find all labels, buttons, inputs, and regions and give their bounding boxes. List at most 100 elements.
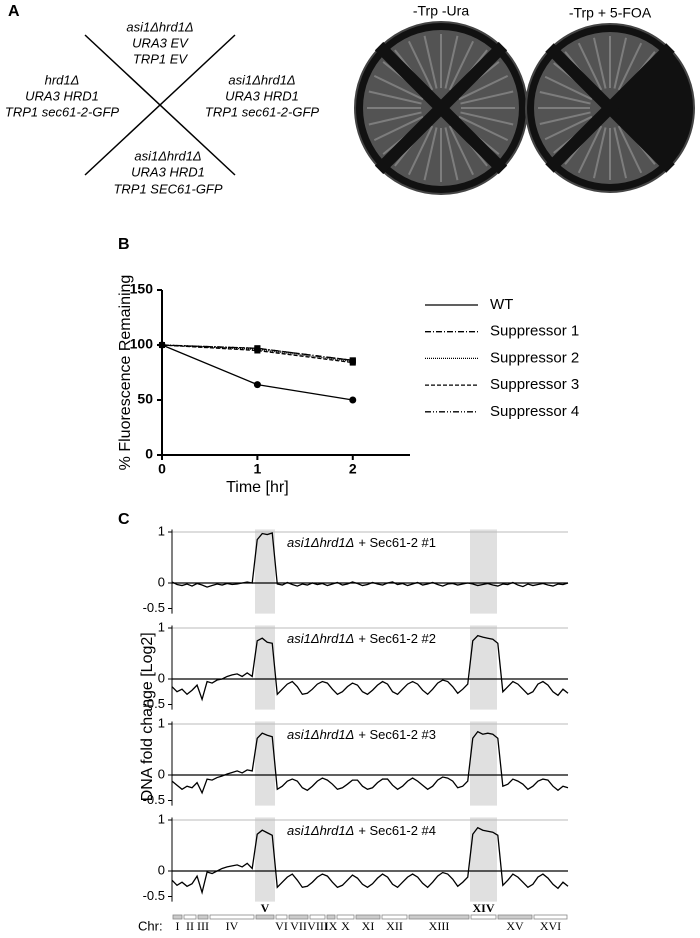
streak bbox=[593, 37, 607, 89]
streak bbox=[458, 115, 509, 142]
plate-title: -Trp + 5-FOA bbox=[569, 5, 652, 21]
sample-label: + Sec61-2 #2 bbox=[358, 631, 436, 646]
legend-label: Suppressor 2 bbox=[490, 349, 579, 366]
genotype: TRP1 EV bbox=[133, 51, 189, 66]
genotype: TRP1 SEC61-GFP bbox=[113, 181, 222, 196]
y-tick-label: -0.5 bbox=[143, 696, 165, 711]
streak bbox=[613, 127, 627, 179]
sample-label: + Sec61-2 #1 bbox=[358, 535, 436, 550]
streak bbox=[460, 90, 514, 105]
highlight bbox=[255, 529, 275, 614]
y-tick-label: 0 bbox=[158, 766, 165, 781]
genotype: asi1Δhrd1Δ bbox=[287, 631, 354, 646]
chromosome bbox=[381, 914, 408, 920]
chromosome bbox=[533, 914, 568, 920]
chromosome bbox=[275, 914, 288, 920]
chromosome bbox=[288, 914, 309, 920]
streak bbox=[539, 111, 591, 125]
y-tick-label: 0 bbox=[158, 574, 165, 589]
chr-prefix: Chr: bbox=[138, 918, 163, 933]
highlight bbox=[470, 529, 497, 614]
x-tick-label: 2 bbox=[349, 461, 357, 477]
track-title: asi1Δhrd1Δ + Sec61-2 #4 bbox=[287, 823, 436, 838]
y-tick-label: -0.5 bbox=[143, 792, 165, 807]
chromosome bbox=[336, 914, 355, 920]
y-tick-label: 0 bbox=[158, 670, 165, 685]
streak bbox=[373, 74, 424, 101]
chromosome-label: XVI bbox=[540, 919, 561, 933]
streak bbox=[577, 125, 603, 174]
genotype: asi1Δhrd1Δ bbox=[287, 823, 354, 838]
y-axis-label: % Fluorescence Remaining bbox=[117, 275, 134, 471]
chromosome-label: III bbox=[197, 919, 209, 933]
streak bbox=[423, 127, 438, 181]
panel-label: A bbox=[8, 3, 20, 20]
chromosome-label: VII bbox=[290, 919, 307, 933]
streak bbox=[448, 40, 475, 91]
y-tick-label: -0.5 bbox=[143, 600, 165, 615]
chromosome bbox=[255, 914, 275, 920]
chromosome bbox=[309, 914, 326, 920]
panel-label: C bbox=[118, 511, 130, 528]
streak bbox=[577, 42, 603, 91]
y-tick-label: 0 bbox=[158, 862, 165, 877]
genotype: URA3 HRD1 bbox=[25, 88, 99, 103]
chromosome bbox=[183, 914, 197, 920]
chromosome-label: XII bbox=[386, 919, 403, 933]
y-tick-label: 0 bbox=[145, 446, 153, 462]
point bbox=[349, 357, 356, 364]
chromosome-label: V bbox=[261, 901, 270, 915]
streak bbox=[539, 91, 591, 105]
legend-label: Suppressor 3 bbox=[490, 376, 579, 393]
chromosome-label: XIII bbox=[429, 919, 450, 933]
highlight bbox=[255, 625, 275, 710]
y-tick-label: 1 bbox=[158, 523, 165, 538]
chromosome bbox=[197, 914, 209, 920]
track-line bbox=[171, 634, 569, 702]
streak bbox=[407, 125, 434, 176]
track-title: asi1Δhrd1Δ + Sec61-2 #3 bbox=[287, 727, 436, 742]
streak bbox=[407, 40, 434, 91]
streak bbox=[593, 127, 607, 179]
chromosome-label: II bbox=[186, 919, 194, 933]
genotype: hrd1Δ bbox=[45, 72, 80, 87]
genotype: asi1Δhrd1Δ bbox=[287, 535, 354, 550]
chromosome bbox=[408, 914, 470, 920]
series-line bbox=[161, 344, 353, 364]
track-line bbox=[171, 826, 569, 895]
sample-label: + Sec61-2 #4 bbox=[358, 823, 436, 838]
chromosome bbox=[497, 914, 533, 920]
y-tick-label: 1 bbox=[158, 811, 165, 826]
track-line bbox=[171, 532, 569, 588]
genotype: TRP1 sec61-2-GFP bbox=[205, 104, 319, 119]
genotype: TRP1 sec61-2-GFP bbox=[5, 104, 119, 119]
highlight bbox=[255, 817, 275, 902]
x-tick-label: 1 bbox=[253, 461, 261, 477]
y-tick-label: 150 bbox=[130, 281, 154, 297]
genotype: asi1Δhrd1Δ bbox=[228, 72, 295, 87]
sample-label: + Sec61-2 #3 bbox=[358, 727, 436, 742]
chromosome-label: XIV bbox=[472, 901, 494, 915]
streak bbox=[544, 75, 593, 101]
track-line bbox=[171, 730, 569, 795]
divider bbox=[374, 41, 508, 175]
point bbox=[159, 342, 165, 348]
legend-label: Suppressor 4 bbox=[490, 403, 579, 420]
chromosome-label: XI bbox=[362, 919, 375, 933]
streak bbox=[460, 111, 514, 126]
chromosome bbox=[470, 914, 497, 920]
y-axis-label: DNA fold change [Log2] bbox=[139, 632, 156, 801]
plates bbox=[354, 21, 695, 195]
track-title: asi1Δhrd1Δ + Sec61-2 #2 bbox=[287, 631, 436, 646]
chromosome-label: I bbox=[176, 919, 180, 933]
y-tick-label: 100 bbox=[130, 336, 154, 352]
streak bbox=[617, 42, 643, 91]
chromosome-label: VIII bbox=[307, 919, 328, 933]
chromosome-label: IV bbox=[226, 919, 239, 933]
streak bbox=[444, 127, 459, 181]
chromosome-label: XV bbox=[506, 919, 524, 933]
streak bbox=[458, 74, 509, 101]
genotype: asi1Δhrd1Δ bbox=[287, 727, 354, 742]
point bbox=[349, 396, 357, 404]
